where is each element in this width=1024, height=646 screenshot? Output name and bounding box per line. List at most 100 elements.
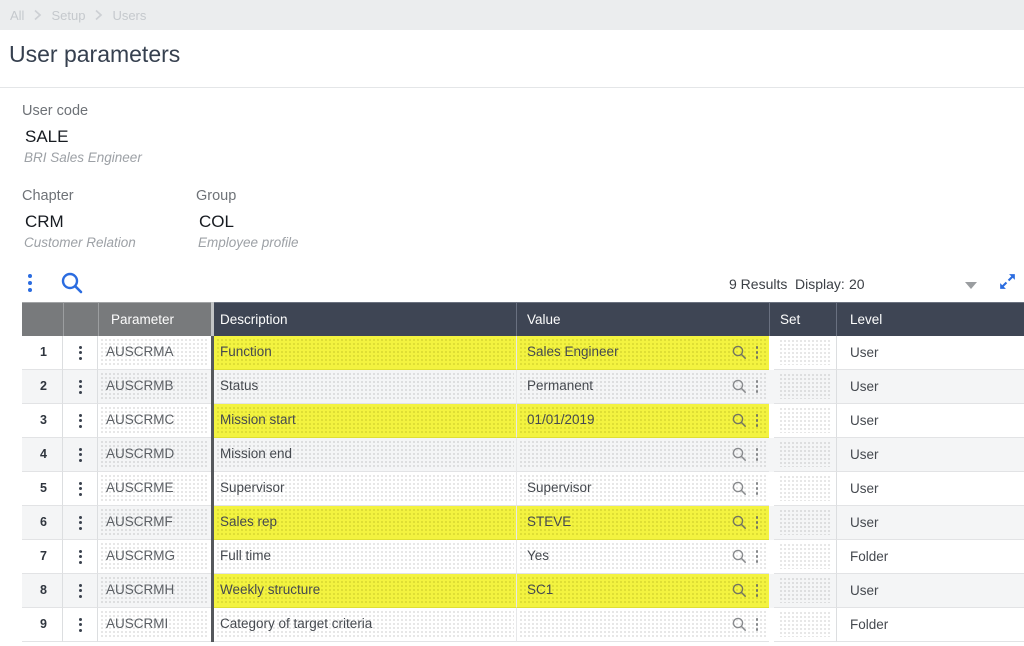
lookup-magnifier-icon[interactable] (731, 582, 748, 599)
set-cell[interactable] (774, 336, 836, 370)
lookup-magnifier-icon[interactable] (731, 616, 748, 633)
set-cell[interactable] (774, 506, 836, 540)
set-cell[interactable] (774, 370, 836, 404)
value-cell[interactable]: Sales Engineer (516, 336, 769, 370)
user-code-value[interactable]: SALE (25, 127, 69, 146)
row-kebab-icon[interactable] (63, 438, 98, 472)
cell-kebab-icon[interactable] (755, 380, 758, 393)
parameter-cell: AUSCRMA (98, 336, 211, 370)
row-kebab-icon[interactable] (63, 540, 98, 574)
cell-kebab-icon[interactable] (755, 584, 758, 597)
cell-kebab-icon[interactable] (755, 482, 758, 495)
column-gap (769, 574, 774, 608)
level-cell: User (836, 336, 1024, 370)
cell-kebab-icon[interactable] (755, 346, 758, 359)
lookup-magnifier-icon[interactable] (731, 446, 748, 463)
table-row: 5 AUSCRME Supervisor Supervisor (22, 472, 1024, 506)
set-cell[interactable] (774, 472, 836, 506)
header-parameter: Parameter (98, 302, 211, 336)
row-kebab-icon[interactable] (63, 336, 98, 370)
description-cell: Status (214, 370, 516, 404)
table-row: 3 AUSCRMC Mission start 01/01/2019 (22, 404, 1024, 438)
table-row: 6 AUSCRMF Sales rep STEVE (22, 506, 1024, 540)
level-cell: User (836, 506, 1024, 540)
frozen-pane-divider (211, 438, 214, 472)
row-kebab-icon[interactable] (63, 608, 98, 642)
row-number: 3 (22, 404, 63, 438)
table-body: 1 AUSCRMA Function Sales Engineer (22, 336, 1024, 642)
chapter-value[interactable]: CRM (25, 212, 64, 231)
header-row-actions (63, 302, 98, 336)
header-set: Set (774, 302, 836, 336)
frozen-pane-divider (211, 608, 214, 642)
group-value[interactable]: COL (199, 212, 234, 231)
column-gap (769, 472, 774, 506)
row-kebab-icon[interactable] (63, 574, 98, 608)
lookup-magnifier-icon[interactable] (731, 344, 748, 361)
frozen-pane-divider (211, 506, 214, 540)
value-cell[interactable]: STEVE (516, 506, 769, 540)
value-cell[interactable]: SC1 (516, 574, 769, 608)
description-cell: Full time (214, 540, 516, 574)
column-gap (769, 540, 774, 574)
row-kebab-icon[interactable] (63, 404, 98, 438)
header-value: Value (516, 302, 769, 336)
column-gap (769, 404, 774, 438)
search-icon[interactable] (59, 270, 85, 301)
user-code-field: User code SALE BRI Sales Engineer (22, 103, 142, 165)
column-gap (769, 336, 774, 370)
row-number: 5 (22, 472, 63, 506)
parameter-cell: AUSCRMH (98, 574, 211, 608)
breadcrumb-item-users[interactable]: Users (112, 7, 147, 23)
grid-menu-kebab-icon[interactable] (28, 274, 32, 292)
value-cell[interactable] (516, 438, 769, 472)
display-count-select[interactable]: 20 (849, 276, 981, 294)
set-cell[interactable] (774, 540, 836, 574)
cell-kebab-icon[interactable] (755, 618, 758, 631)
lookup-magnifier-icon[interactable] (731, 514, 748, 531)
cell-kebab-icon[interactable] (755, 414, 758, 427)
lookup-magnifier-icon[interactable] (731, 548, 748, 565)
group-description: Employee profile (198, 235, 299, 250)
cell-kebab-icon[interactable] (755, 448, 758, 461)
parameter-cell: AUSCRMC (98, 404, 211, 438)
table-row: 9 AUSCRMI Category of target criteria (22, 608, 1024, 642)
row-kebab-icon[interactable] (63, 506, 98, 540)
row-number: 4 (22, 438, 63, 472)
set-cell[interactable] (774, 608, 836, 642)
lookup-magnifier-icon[interactable] (731, 378, 748, 395)
header-spacer (769, 302, 774, 336)
row-number: 9 (22, 608, 63, 642)
lookup-magnifier-icon[interactable] (731, 480, 748, 497)
description-cell: Supervisor (214, 472, 516, 506)
value-cell[interactable]: 01/01/2019 (516, 404, 769, 438)
row-kebab-icon[interactable] (63, 472, 98, 506)
parameter-cell: AUSCRMF (98, 506, 211, 540)
set-cell[interactable] (774, 574, 836, 608)
value-cell[interactable]: Supervisor (516, 472, 769, 506)
frozen-pane-divider (211, 472, 214, 506)
breadcrumb-item-setup[interactable]: Setup (51, 7, 86, 23)
row-kebab-icon[interactable] (63, 370, 98, 404)
description-cell: Weekly structure (214, 574, 516, 608)
lookup-magnifier-icon[interactable] (731, 412, 748, 429)
chevron-right-icon (33, 9, 42, 21)
table-row: 7 AUSCRMG Full time Yes (22, 540, 1024, 574)
value-cell[interactable] (516, 608, 769, 642)
set-cell[interactable] (774, 438, 836, 472)
display-label: Display: (795, 276, 845, 292)
cell-kebab-icon[interactable] (755, 550, 758, 563)
set-cell[interactable] (774, 404, 836, 438)
column-gap (769, 370, 774, 404)
value-cell[interactable]: Yes (516, 540, 769, 574)
chapter-description: Customer Relation (24, 235, 136, 250)
breadcrumb-item-all[interactable]: All (10, 7, 25, 23)
value-cell[interactable]: Permanent (516, 370, 769, 404)
cell-kebab-icon[interactable] (755, 516, 758, 529)
table-row: 4 AUSCRMD Mission end (22, 438, 1024, 472)
frozen-pane-divider (211, 370, 214, 404)
expand-icon[interactable] (997, 271, 1018, 297)
description-cell: Category of target criteria (214, 608, 516, 642)
level-cell: User (836, 438, 1024, 472)
